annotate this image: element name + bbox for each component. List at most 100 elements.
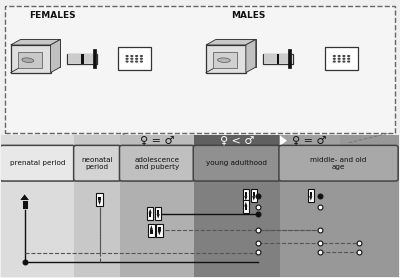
Bar: [288, 49, 292, 68]
Polygon shape: [244, 196, 248, 201]
Polygon shape: [148, 209, 152, 213]
Polygon shape: [206, 39, 256, 45]
FancyBboxPatch shape: [5, 6, 395, 133]
Circle shape: [347, 55, 350, 57]
Circle shape: [347, 60, 350, 63]
Text: ♀ = ♂: ♀ = ♂: [292, 136, 327, 146]
FancyBboxPatch shape: [0, 145, 75, 181]
Bar: [244, 206, 247, 210]
FancyBboxPatch shape: [120, 145, 195, 181]
Bar: [74, 135, 120, 277]
Bar: [98, 197, 101, 200]
Bar: [157, 210, 160, 214]
Bar: [148, 224, 154, 237]
Bar: [310, 192, 312, 196]
Polygon shape: [11, 39, 60, 45]
Text: MALES: MALES: [231, 11, 265, 20]
Bar: [18, 52, 42, 68]
Circle shape: [333, 58, 336, 60]
Polygon shape: [50, 39, 60, 73]
Circle shape: [135, 58, 138, 60]
Polygon shape: [150, 225, 153, 230]
Text: middle- and old
age: middle- and old age: [310, 157, 367, 170]
Bar: [22, 200, 28, 209]
Circle shape: [140, 60, 143, 63]
Polygon shape: [156, 214, 160, 219]
Bar: [252, 192, 255, 196]
Bar: [280, 135, 399, 277]
Bar: [96, 193, 103, 207]
Text: FEMALES: FEMALES: [29, 11, 76, 20]
Polygon shape: [206, 45, 246, 73]
Bar: [244, 192, 247, 196]
Circle shape: [126, 55, 129, 57]
Bar: [68, 54, 97, 64]
Circle shape: [347, 58, 350, 60]
Circle shape: [338, 60, 341, 63]
Circle shape: [130, 55, 134, 57]
Polygon shape: [19, 194, 30, 200]
Circle shape: [126, 58, 129, 60]
Circle shape: [342, 55, 346, 57]
Circle shape: [342, 58, 346, 60]
Text: ♀ = ♂: ♀ = ♂: [140, 136, 174, 146]
Bar: [158, 227, 161, 231]
Bar: [263, 54, 293, 64]
FancyBboxPatch shape: [74, 145, 121, 181]
Bar: [194, 135, 280, 146]
Circle shape: [333, 55, 336, 57]
Text: young adulthood: young adulthood: [206, 160, 267, 166]
Bar: [213, 52, 237, 68]
Circle shape: [338, 58, 341, 60]
Circle shape: [135, 55, 138, 57]
Circle shape: [140, 58, 143, 60]
Bar: [264, 54, 292, 63]
Circle shape: [333, 60, 336, 63]
Polygon shape: [280, 135, 287, 146]
Bar: [150, 230, 153, 234]
Bar: [92, 49, 96, 68]
Bar: [149, 213, 152, 217]
FancyBboxPatch shape: [193, 145, 280, 181]
Bar: [147, 207, 153, 220]
Bar: [325, 47, 358, 70]
Circle shape: [130, 58, 134, 60]
Polygon shape: [216, 39, 256, 67]
Polygon shape: [158, 231, 161, 235]
Bar: [243, 200, 249, 214]
Bar: [276, 54, 279, 64]
Ellipse shape: [218, 58, 230, 62]
Circle shape: [130, 60, 134, 63]
Text: prenatal period: prenatal period: [10, 160, 65, 166]
Bar: [1, 135, 74, 277]
Bar: [118, 47, 151, 70]
Polygon shape: [98, 200, 101, 205]
Bar: [155, 207, 161, 220]
Circle shape: [338, 55, 341, 57]
Bar: [120, 135, 194, 146]
Circle shape: [135, 60, 138, 63]
Text: adolescence
and puberty: adolescence and puberty: [134, 157, 180, 170]
Circle shape: [140, 55, 143, 57]
Bar: [308, 189, 314, 202]
Polygon shape: [309, 196, 312, 201]
Ellipse shape: [22, 58, 34, 63]
Polygon shape: [246, 39, 256, 73]
Text: neonatal
period: neonatal period: [82, 157, 113, 170]
Text: ♀ < ♂: ♀ < ♂: [220, 136, 254, 146]
Bar: [156, 224, 162, 237]
Circle shape: [126, 60, 129, 63]
FancyBboxPatch shape: [279, 145, 398, 181]
Polygon shape: [11, 45, 50, 73]
Bar: [251, 189, 257, 202]
Polygon shape: [244, 202, 248, 206]
Bar: [120, 135, 194, 277]
Bar: [81, 54, 84, 64]
Bar: [280, 135, 340, 146]
Bar: [194, 135, 280, 277]
Bar: [68, 54, 96, 63]
Bar: [243, 189, 249, 202]
Circle shape: [342, 60, 346, 63]
Polygon shape: [21, 39, 60, 67]
Polygon shape: [252, 196, 256, 201]
